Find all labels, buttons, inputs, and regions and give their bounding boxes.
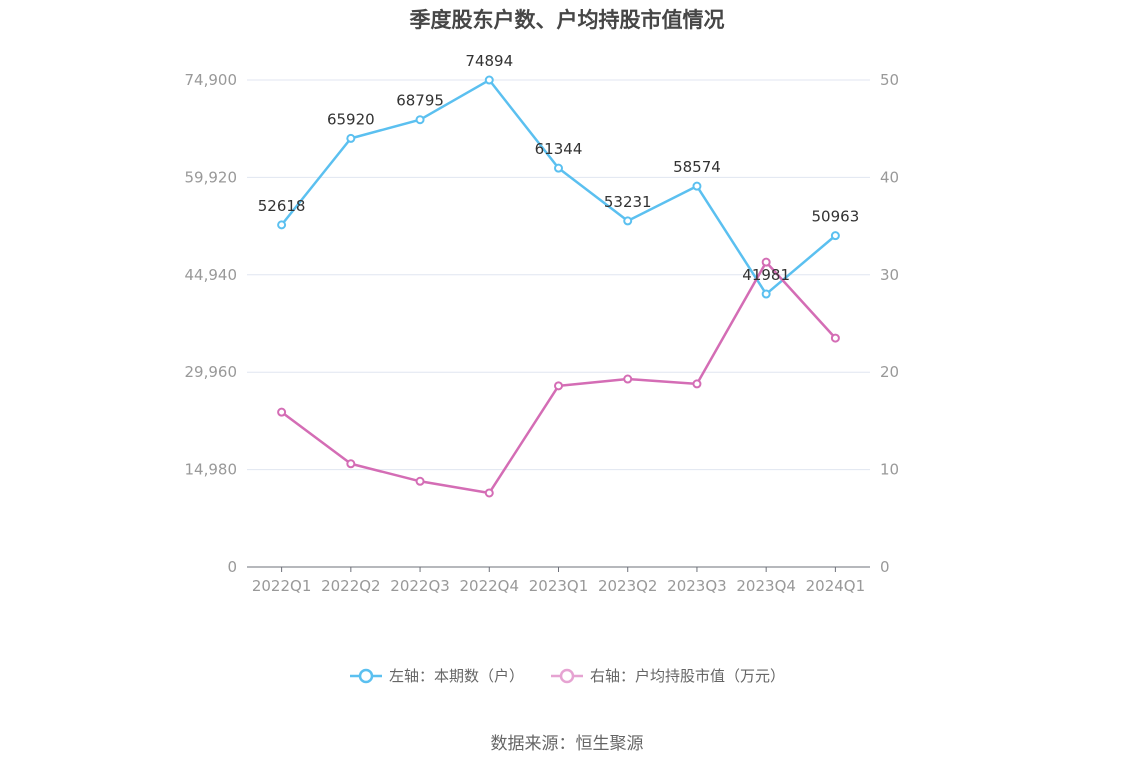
data-point-1 [554,163,563,173]
data-point-1 [692,181,702,191]
x-tick-label: 2022Q2 [321,577,381,595]
chart-title: 季度股东户数、户均持股市值情况 [409,8,725,32]
left-tick-label: 14,980 [185,461,238,479]
data-point-2 [554,381,563,391]
data-label: 74894 [465,52,513,70]
data-label: 53231 [604,193,652,211]
legend-item-right[interactable]: 右轴：户均持股市值（万元） [550,665,785,686]
x-tick-label: 2023Q2 [598,577,658,595]
data-point-2 [623,374,633,384]
data-label: 65920 [327,110,375,128]
data-label: 68795 [396,92,444,110]
data-point-2 [484,488,494,498]
x-tick-label: 2023Q1 [529,577,589,595]
data-point-1 [346,133,356,143]
legend-item-left[interactable]: 左轴：本期数（户） [349,665,524,686]
left-tick-label: 44,940 [185,266,238,284]
legend-line-icon [349,668,382,683]
data-point-2 [761,257,771,267]
right-tick-label: 20 [880,363,899,381]
data-labels: 52618 65920 68795 74894 61344 53231 58574 41981… [258,52,859,284]
legend: 左轴：本期数（户） 右轴：户均持股市值（万元） [0,665,1134,686]
right-axis-ticks: 0 10 20 30 40 50 [880,71,899,576]
line-chart: 0 14,980 29,960 44,940 59,920 74,900 0 10 20 30 4… [185,52,900,595]
left-tick-label: 29,960 [185,363,238,381]
data-point-1 [415,115,425,125]
x-tick-label: 2023Q3 [667,577,727,595]
data-point-2 [415,476,425,486]
x-tick-label: 2023Q4 [736,577,796,595]
data-point-1 [277,220,287,230]
right-tick-label: 50 [880,71,899,89]
gridlines [247,79,870,471]
right-tick-label: 30 [880,266,899,284]
axes [247,566,870,572]
left-tick-label: 0 [227,558,237,576]
data-point-1 [761,289,771,299]
data-point-2 [830,333,840,343]
legend-line-icon [551,668,583,683]
data-point-1 [623,216,633,226]
right-tick-label: 10 [880,461,899,479]
x-tick-label: 2022Q4 [460,577,520,595]
data-label: 41981 [742,266,790,284]
series-layer [277,75,840,498]
data-label: 50963 [812,208,860,226]
x-axis-ticks: 2022Q1 2022Q2 2022Q3 2022Q4 2023Q1 2023Q2 2023… [252,577,865,595]
left-tick-label: 59,920 [185,168,238,186]
data-label: 52618 [258,197,306,215]
legend-label-left: 左轴：本期数（户） [388,667,524,685]
data-point-2 [692,379,702,389]
series-line-2 [280,260,837,495]
right-tick-label: 40 [880,168,899,186]
right-tick-label: 0 [880,558,890,576]
source-note: 数据来源：恒生聚源 [490,734,644,754]
left-tick-label: 74,900 [185,71,238,89]
x-tick-label: 2022Q3 [390,577,450,595]
data-point-1 [484,75,494,85]
legend-label-right: 右轴：户均持股市值（万元） [590,667,786,685]
left-axis-ticks: 0 14,980 29,960 44,940 59,920 74,900 [185,71,238,576]
data-point-2 [277,407,287,417]
data-label: 61344 [535,140,583,158]
data-label: 58574 [673,158,721,176]
data-point-1 [830,231,840,241]
x-tick-label: 2022Q1 [252,577,312,595]
x-tick-label: 2024Q1 [806,577,866,595]
data-point-2 [346,459,356,469]
